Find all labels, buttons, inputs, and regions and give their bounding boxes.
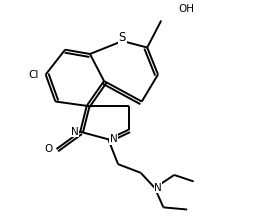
Text: N: N bbox=[154, 183, 162, 193]
Text: N: N bbox=[110, 134, 118, 144]
Text: O: O bbox=[45, 144, 53, 154]
Text: S: S bbox=[119, 31, 126, 44]
Text: Cl: Cl bbox=[29, 70, 39, 79]
Text: N: N bbox=[71, 127, 79, 137]
Text: OH: OH bbox=[178, 4, 194, 14]
